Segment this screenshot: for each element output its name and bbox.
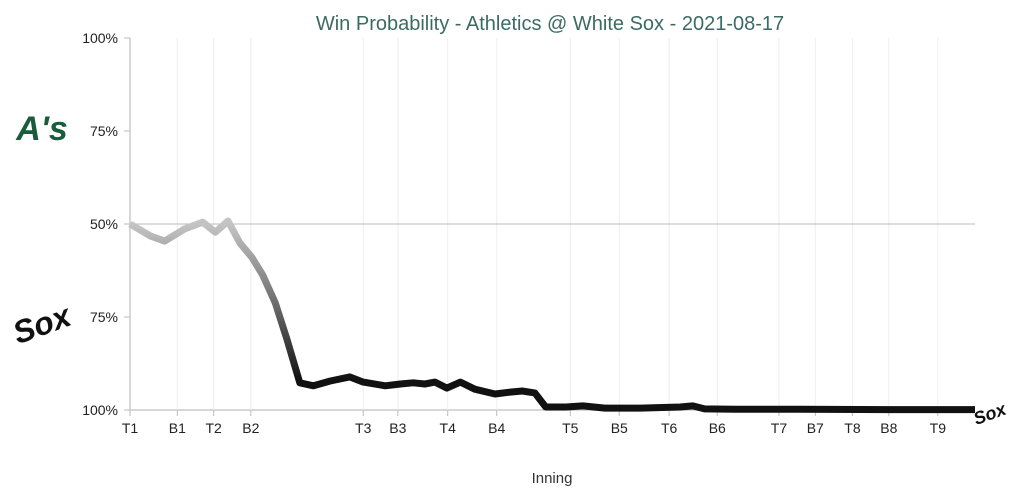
x-tick-label: T8 — [844, 420, 861, 436]
x-tick-label: T7 — [771, 420, 788, 436]
white-sox-end-logo: Sox — [971, 398, 1010, 428]
x-tick-label: B7 — [807, 420, 824, 436]
x-axis: T1 B1 T2 B2 T3 B3 T4 B4 T5 B5 T6 B6 T7 B7 T8 B8 T9 — [122, 410, 946, 436]
x-tick-label: T2 — [205, 420, 222, 436]
y-tick-label: 75% — [90, 123, 118, 139]
x-tick-label: B6 — [709, 420, 726, 436]
x-tick-label: B2 — [242, 420, 259, 436]
x-tick-label: B4 — [488, 420, 505, 436]
y-tick-label: 100% — [82, 30, 118, 46]
x-tick-label: T1 — [122, 420, 139, 436]
y-tick-label: 75% — [90, 309, 118, 325]
x-tick-label: B5 — [611, 420, 628, 436]
x-tick-label: B1 — [169, 420, 186, 436]
y-tick-label: 100% — [82, 402, 118, 418]
x-tick-label: B3 — [389, 420, 406, 436]
y-tick-label: 50% — [90, 216, 118, 232]
svg-text:Sox: Sox — [971, 398, 1010, 428]
chart-title: Win Probability - Athletics @ White Sox … — [316, 13, 784, 35]
x-tick-label: T9 — [930, 420, 947, 436]
x-axis-label: Inning — [532, 470, 573, 487]
gridlines — [129, 38, 975, 411]
x-tick-label: T5 — [562, 420, 579, 436]
athletics-logo: A's — [15, 110, 68, 148]
x-tick-label: T4 — [440, 420, 457, 436]
svg-text:A's: A's — [15, 110, 68, 148]
win-probability-line — [128, 217, 975, 414]
svg-text:Sox: Sox — [8, 297, 77, 351]
x-tick-label: B8 — [880, 420, 897, 436]
y-axis: 100% 75% 50% 75% 100% — [82, 30, 130, 418]
x-tick-label: T3 — [355, 420, 372, 436]
x-tick-label: T6 — [661, 420, 678, 436]
white-sox-logo: Sox — [8, 297, 77, 351]
